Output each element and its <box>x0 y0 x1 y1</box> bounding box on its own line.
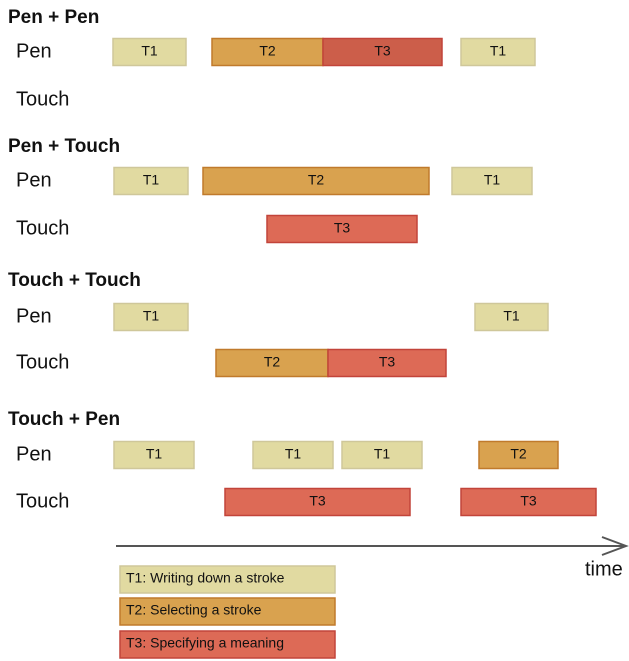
task-label: T3 <box>309 493 326 509</box>
task-block <box>215 348 329 378</box>
task-block <box>341 440 423 470</box>
task-label: T1 <box>143 172 160 188</box>
legend-swatch <box>119 630 336 659</box>
task-block <box>451 166 533 196</box>
task-label: T2 <box>264 354 281 370</box>
legend-swatch <box>119 597 336 626</box>
task-block <box>327 348 447 378</box>
row-label: Touch <box>16 490 69 512</box>
task-label: T2 <box>510 446 527 462</box>
task-label: T3 <box>374 43 391 59</box>
row-label: Pen <box>16 40 52 62</box>
task-block <box>113 440 195 470</box>
row-label: Touch <box>16 351 69 373</box>
section-title: Pen + Touch <box>8 136 120 157</box>
legend-swatch <box>119 565 336 594</box>
legend-label: T3: Specifying a meaning <box>126 635 284 651</box>
task-label: T1 <box>285 446 302 462</box>
task-label: T1 <box>141 43 158 59</box>
task-block <box>460 37 536 67</box>
task-label: T1 <box>503 308 520 324</box>
task-label: T3 <box>334 220 351 236</box>
task-block <box>112 37 187 67</box>
row-label: Pen <box>16 169 52 191</box>
row-label: Touch <box>16 217 69 239</box>
task-block <box>113 302 189 332</box>
task-block <box>322 37 443 67</box>
task-block <box>252 440 334 470</box>
section-title: Pen + Pen <box>8 7 99 28</box>
section-title: Touch + Touch <box>8 270 141 291</box>
task-label: T3 <box>379 354 396 370</box>
row-label: Touch <box>16 88 69 110</box>
legend-label: T1: Writing down a stroke <box>126 570 285 586</box>
row-label: Pen <box>16 443 52 465</box>
section-title: Touch + Pen <box>8 409 120 430</box>
task-block <box>266 214 418 244</box>
task-label: T1 <box>374 446 391 462</box>
arrow-head <box>601 536 629 556</box>
task-label: T1 <box>143 308 160 324</box>
row-label: Pen <box>16 305 52 327</box>
task-block <box>460 487 597 517</box>
task-label: T1 <box>490 43 507 59</box>
task-block <box>202 166 430 196</box>
task-block <box>224 487 411 517</box>
legend-label: T2: Selecting a stroke <box>126 602 262 618</box>
task-block <box>113 166 189 196</box>
task-block <box>474 302 549 332</box>
task-label: T2 <box>259 43 276 59</box>
task-label: T2 <box>308 172 325 188</box>
task-label: T3 <box>520 493 537 509</box>
axis-label: time <box>585 558 623 580</box>
task-label: T1 <box>146 446 163 462</box>
task-block <box>478 440 559 470</box>
task-label: T1 <box>484 172 501 188</box>
